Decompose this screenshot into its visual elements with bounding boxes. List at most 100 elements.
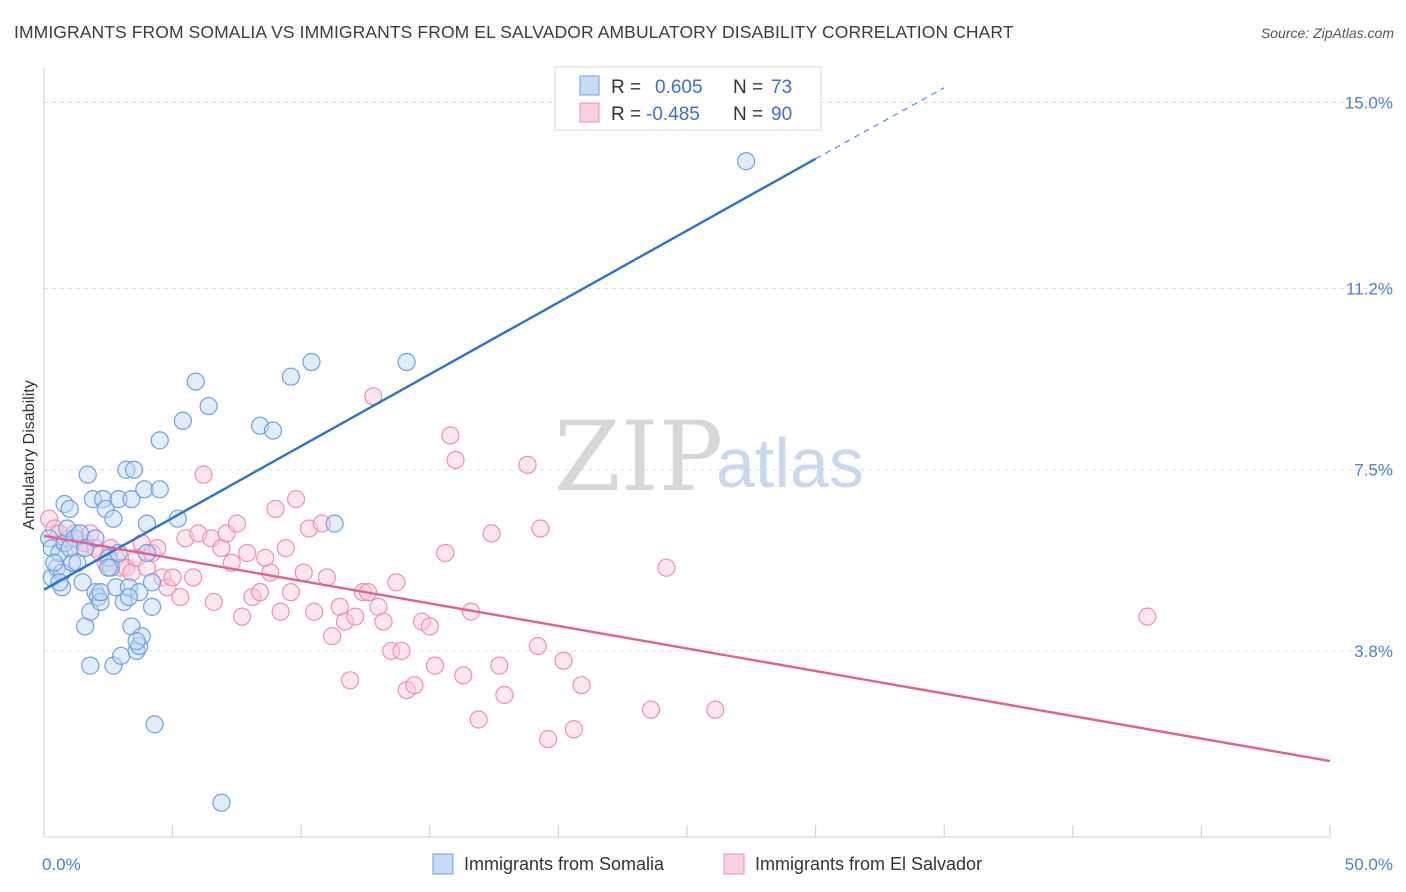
el-salvador-point <box>184 568 203 587</box>
el-salvador-point <box>40 509 59 528</box>
el-salvador-point <box>641 700 661 719</box>
somalia-point <box>397 352 416 372</box>
somalia-point <box>150 480 169 499</box>
el-salvador-point <box>261 563 280 582</box>
el-salvador-point <box>312 514 331 533</box>
somalia-point <box>119 587 138 607</box>
chart-title: IMMIGRANTS FROM SOMALIA VS IMMIGRANTS FR… <box>14 22 1014 42</box>
somalia-point <box>186 372 205 391</box>
somalia-point <box>81 656 100 675</box>
legend-n-value-somalia: 73 <box>771 77 792 98</box>
series-somalia-points <box>40 152 756 812</box>
somalia-point <box>112 646 131 665</box>
watermark-atlas: atlas <box>716 424 864 502</box>
somalia-point <box>124 460 144 479</box>
legend-n-label-el-salvador: N = <box>733 104 763 125</box>
y-tick-label: 11.2% <box>1346 280 1393 299</box>
el-salvador-point <box>163 568 182 587</box>
el-salvador-point <box>539 729 558 749</box>
watermark: ZIP atlas <box>554 401 864 513</box>
source-label: Source: ZipAtlas.com <box>1260 25 1394 41</box>
somalia-point <box>142 597 162 616</box>
el-salvador-point <box>250 583 270 602</box>
el-salvador-point <box>564 720 583 739</box>
somalia-point <box>55 494 74 514</box>
el-salvador-point <box>171 587 190 607</box>
el-salvador-point <box>482 524 501 543</box>
y-tick-label: 7.5% <box>1354 461 1393 480</box>
somalia-point <box>281 367 301 386</box>
somalia-point <box>122 490 141 509</box>
el-salvador-point <box>153 568 172 587</box>
somalia-point <box>173 411 192 430</box>
el-salvador-point <box>572 676 591 695</box>
legend-n-value-el-salvador: 90 <box>771 104 792 125</box>
el-salvador-point <box>232 607 252 626</box>
el-salvador-point <box>286 490 306 509</box>
legend-r-label-el-salvador: R = <box>611 104 641 125</box>
somalia-point <box>263 421 283 440</box>
somalia-point <box>109 490 128 509</box>
somalia-point <box>119 578 138 597</box>
el-salvador-point <box>392 641 411 661</box>
el-salvador-point <box>227 514 246 533</box>
el-salvador-point <box>276 538 295 558</box>
el-salvador-point <box>657 558 676 577</box>
legend-swatch-somalia <box>579 75 600 96</box>
y-tick-label: 3.8% <box>1354 642 1393 661</box>
el-salvador-point <box>271 602 290 621</box>
el-salvador-point <box>518 455 537 474</box>
series-el-salvador-points <box>40 387 1157 749</box>
el-salvador-point <box>281 583 301 602</box>
y-tick-label: 15.0% <box>1345 93 1393 112</box>
series-legend: Immigrants from Somalia Immigrants from … <box>432 853 982 875</box>
el-salvador-point <box>194 465 213 484</box>
somalia-point <box>150 431 169 450</box>
el-salvador-point <box>294 563 313 582</box>
somalia-point <box>88 587 108 607</box>
somalia-point <box>104 509 123 528</box>
trend-lines <box>43 87 1331 763</box>
el-salvador-point <box>374 612 393 631</box>
somalia-point <box>73 573 92 592</box>
el-salvador-point <box>346 607 365 626</box>
somalia-point <box>302 352 321 372</box>
x-tick-label: 0.0% <box>42 855 81 874</box>
somalia-point <box>63 553 82 572</box>
stats-legend: R = 0.605 N = 73 R = -0.485 N = 90 <box>554 66 822 131</box>
somalia-point <box>132 627 151 646</box>
somalia-point <box>91 592 110 612</box>
somalia-point <box>117 460 136 479</box>
somalia-point <box>130 583 149 602</box>
y-tick-labels: 3.8% 7.5% 11.2% 15.0% <box>1345 93 1393 660</box>
el-salvador-point <box>531 519 550 538</box>
el-salvador-point <box>387 573 406 592</box>
el-salvador-point <box>436 543 455 563</box>
el-salvador-trend-line <box>43 534 1331 763</box>
legend-r-label-somalia: R = <box>611 77 641 98</box>
el-salvador-point <box>469 710 488 729</box>
somalia-point <box>127 632 146 651</box>
series-legend-label-somalia: Immigrants from Somalia <box>464 854 665 874</box>
somalia-point <box>78 465 97 484</box>
legend-swatch-el-salvador <box>579 102 600 123</box>
axes <box>43 68 1331 838</box>
el-salvador-point <box>441 426 460 445</box>
series-legend-swatch-el-salvador <box>723 853 745 875</box>
somalia-point <box>45 553 64 572</box>
el-salvador-point <box>238 543 257 563</box>
el-salvador-point <box>322 627 342 646</box>
el-salvador-point <box>266 499 285 519</box>
el-salvador-point <box>335 612 355 631</box>
legend-r-value-somalia: 0.605 <box>655 77 703 98</box>
watermark-zip: ZIP <box>554 401 723 513</box>
el-salvador-point <box>554 651 573 670</box>
somalia-point <box>199 396 218 416</box>
el-salvador-point <box>706 700 725 719</box>
somalia-trend-extension <box>815 87 945 160</box>
grid-lines <box>44 101 1392 652</box>
somalia-point <box>142 573 162 592</box>
series-legend-swatch-somalia <box>432 853 454 875</box>
